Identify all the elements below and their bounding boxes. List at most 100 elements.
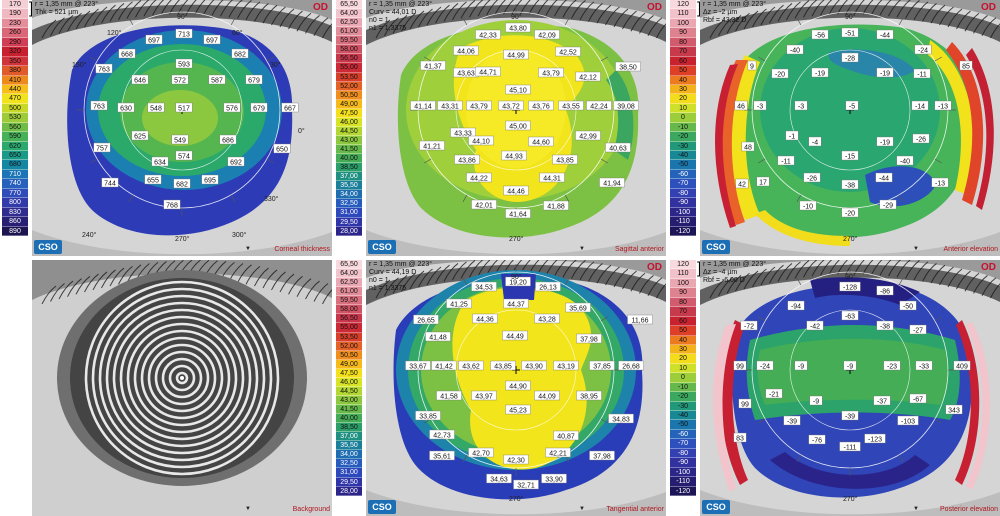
map-value: 41,21: [419, 140, 445, 151]
map-value: 44,60: [528, 136, 554, 147]
svg-text:41,14: 41,14: [414, 104, 432, 111]
map-value: 34,53: [471, 281, 497, 292]
svg-text:-13: -13: [938, 104, 948, 111]
map-value: -51: [841, 27, 859, 38]
map-value: -21: [765, 388, 783, 399]
scale-step: 64,00: [336, 269, 362, 279]
svg-text:44,99: 44,99: [507, 53, 525, 60]
map-value: 41,94: [599, 177, 625, 188]
dropdown-arrow-icon[interactable]: ▼: [579, 506, 585, 512]
degree-bottom: 270°: [509, 236, 524, 243]
svg-text:40,63: 40,63: [609, 146, 627, 153]
svg-text:42,33: 42,33: [479, 33, 497, 40]
dropdown-arrow-icon[interactable]: ▼: [245, 506, 251, 512]
map-value: 43,76: [528, 100, 554, 111]
map-area[interactable]: -128 -86 -94 -50 -72 -42 -63 -38 -27 99 -24 -9 -9 -23…: [700, 260, 1000, 516]
svg-text:-67: -67: [913, 397, 923, 404]
svg-text:-50: -50: [903, 304, 913, 311]
map-value: 33,67: [405, 360, 431, 371]
degree-top: 90°: [511, 14, 522, 21]
scale-step: 230: [2, 18, 28, 29]
map-value: 19,20: [505, 276, 531, 287]
svg-text:43,80: 43,80: [509, 26, 527, 33]
map-value: 26,65: [413, 314, 439, 325]
map-value: -1: [785, 130, 799, 141]
scale-step: 44,50: [336, 386, 362, 396]
svg-text:-40: -40: [790, 48, 800, 55]
color-scale: 65,50 64,00 62,50 61,00 59,50 58,00 56,50 55,00…: [336, 0, 362, 236]
scale-step: 64,00: [336, 9, 362, 19]
scale-step: 58,00: [336, 305, 362, 315]
svg-text:-40: -40: [900, 159, 910, 166]
dropdown-arrow-icon[interactable]: ▼: [245, 246, 251, 252]
scale-step: 47,50: [336, 368, 362, 378]
map-value: 43,19: [553, 360, 579, 371]
map-value: 42,99: [575, 130, 601, 141]
svg-text:19,20: 19,20: [509, 280, 527, 287]
scale-step: 120: [670, 260, 696, 270]
header-line: r = 1,35 mm @ 223°: [369, 261, 433, 268]
scale-step: -80: [670, 188, 696, 199]
scale-step: 38,50: [336, 163, 362, 173]
map-value: -13: [934, 100, 952, 111]
svg-text:43,33: 43,33: [454, 131, 472, 138]
map-name: Anterior elevation: [943, 246, 998, 253]
map-value: 625: [131, 130, 149, 141]
svg-text:713: 713: [178, 32, 190, 39]
svg-text:587: 587: [211, 78, 223, 85]
svg-text:33,85: 33,85: [419, 414, 437, 421]
scale-step: 20: [670, 354, 696, 364]
svg-text:-51: -51: [845, 31, 855, 38]
svg-text:34,53: 34,53: [475, 285, 493, 292]
map-value: -50: [899, 300, 917, 311]
map-value: 43,80: [505, 22, 531, 33]
map-area[interactable]: -56 -51 -44 -40 -28 -24 9 -20 -19 -19 -11 46 -3 -3 -5 -…: [700, 0, 1000, 256]
map-value: 679: [245, 74, 263, 85]
scale-step: 30: [670, 344, 696, 355]
panel-sagittal-anterior: 65,50 64,00 62,50 61,00 59,50 58,00 56,50 55,00…: [336, 0, 668, 256]
dropdown-arrow-icon[interactable]: ▼: [579, 246, 585, 252]
scale-step: 10: [670, 363, 696, 374]
svg-text:43,72: 43,72: [502, 104, 520, 111]
map-area[interactable]: 713 697 697 682 668 763 593 646 572 587 679 763 630 5…: [32, 0, 332, 256]
svg-text:-111: -111: [844, 445, 857, 452]
svg-text:-13: -13: [935, 181, 945, 188]
map-value: -63: [841, 310, 859, 321]
header-line: n0 = 1: [369, 17, 389, 24]
map-area[interactable]: 34,53 19,20 26,13 41,25 44,37 35,69 26,65 44,36…: [366, 260, 666, 516]
map-value: 763: [95, 63, 113, 74]
scale-step: -50: [670, 160, 696, 170]
scale-step: 56,50: [336, 54, 362, 64]
svg-text:-39: -39: [787, 419, 797, 426]
svg-text:668: 668: [121, 52, 133, 59]
map-value: 44,37: [503, 298, 529, 309]
map-value: 686: [219, 134, 237, 145]
map-value: -11: [913, 68, 931, 79]
svg-text:-20: -20: [775, 72, 785, 79]
scale-step: 80: [670, 37, 696, 48]
map-value: 42,21: [545, 447, 571, 458]
map-value: 37,98: [589, 450, 615, 461]
svg-text:-29: -29: [883, 203, 893, 210]
svg-text:-11: -11: [781, 159, 791, 166]
scale-step: 70: [670, 307, 696, 317]
map-area[interactable]: [32, 260, 332, 516]
map-name: Corneal thickness: [274, 246, 330, 253]
scale-step: 110: [670, 269, 696, 279]
svg-text:-11: -11: [917, 72, 927, 79]
scale-step: 46,00: [336, 117, 362, 127]
map-value: -38: [876, 320, 894, 331]
scale-step: 34,00: [336, 450, 362, 460]
scale-step: 43,00: [336, 135, 362, 145]
map-area[interactable]: 43,80 42,09 42,33 44,06 44,99 42,52 41,37 43,63…: [366, 0, 666, 256]
map-value: -19: [811, 67, 829, 78]
svg-text:43,90: 43,90: [525, 364, 543, 371]
map-value: 43,33: [450, 127, 476, 138]
svg-text:-37: -37: [877, 399, 887, 406]
scale-step: -80: [670, 448, 696, 459]
degree-bottom: 270°: [509, 496, 524, 503]
dropdown-arrow-icon[interactable]: ▼: [913, 506, 919, 512]
map-value: 37,85: [589, 360, 615, 371]
map-value: 44,46: [503, 185, 529, 196]
dropdown-arrow-icon[interactable]: ▼: [913, 246, 919, 252]
